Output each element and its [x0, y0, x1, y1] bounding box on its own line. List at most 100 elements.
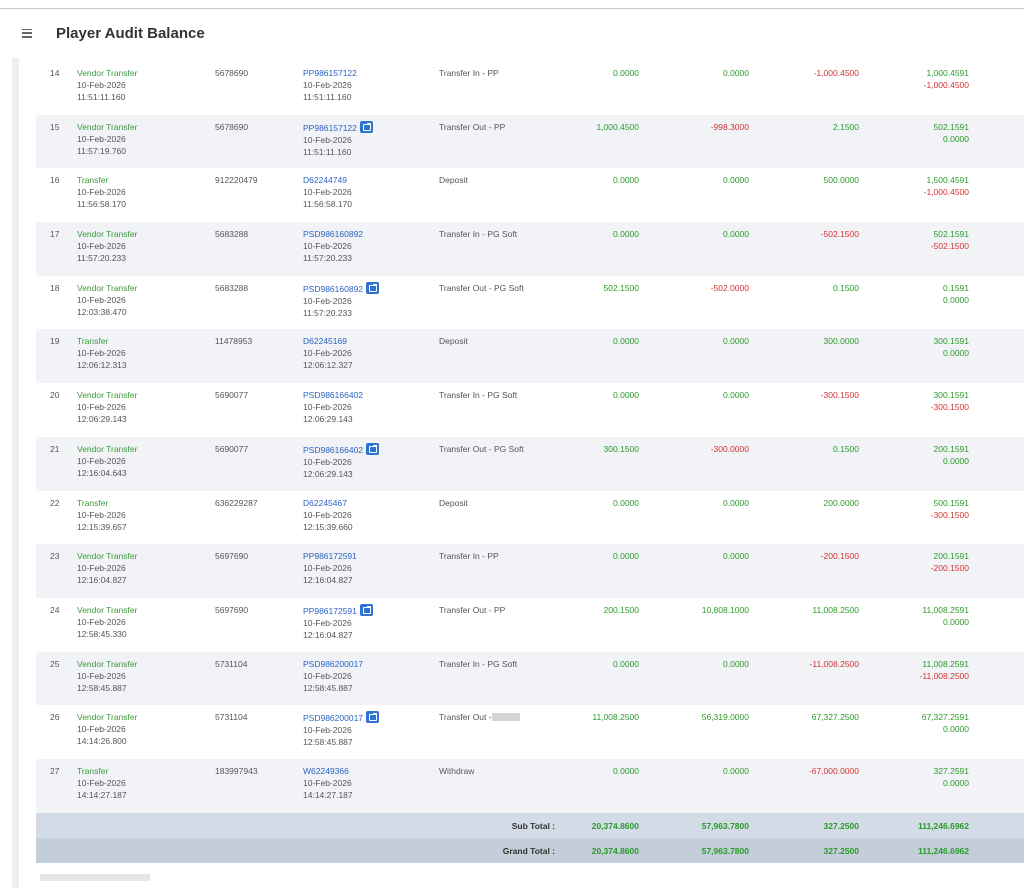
amount-col-1: 0.0000 — [561, 222, 639, 276]
obscured-vendor-name — [491, 713, 520, 722]
reference-link[interactable]: W62249366 — [303, 765, 349, 776]
transaction-cell: Vendor Transfer 10-Feb-2026 12:16:04.827 — [77, 544, 215, 598]
transaction-cell: Transfer 10-Feb-2026 11:56:58.170 — [77, 168, 215, 222]
spacer-cell — [969, 329, 1024, 384]
transaction-type: Vendor Transfer — [77, 229, 138, 240]
external-link-icon[interactable] — [359, 120, 373, 133]
total-col-3: 327.2500 — [749, 837, 859, 863]
reference-date: 10-Feb-2026 — [303, 617, 352, 628]
transaction-date: 10-Feb-2026 — [77, 294, 126, 305]
account-id: 5678690 — [215, 114, 303, 169]
left-scroll-track[interactable] — [12, 58, 19, 888]
amount-col-3: -67,000.0000 — [749, 758, 859, 813]
balance-primary: 0.1591 — [943, 282, 969, 293]
spacer-cell — [969, 222, 1024, 276]
reference-link[interactable]: PSD986160892 — [303, 283, 364, 294]
amount-col-3: -300.1500 — [820, 390, 859, 401]
account-id: 5697690 — [215, 544, 303, 598]
reference-link[interactable]: PSD986166402 — [303, 390, 364, 401]
external-link-icon[interactable] — [366, 281, 380, 294]
reference-time: 11:57:20.233 — [303, 253, 352, 264]
reference-link[interactable]: PSD986166402 — [303, 444, 364, 455]
balance-secondary: 0.0000 — [943, 455, 969, 466]
reference-time: 12:15:39.660 — [303, 521, 353, 532]
transaction-type: Vendor Transfer — [77, 551, 138, 562]
amount-col-3: -200.1500 — [749, 544, 859, 598]
reference-cell: PP986172591 10-Feb-2026 12:16:04.827 — [303, 544, 439, 598]
reference-cell: PSD986160892 10-Feb-2026 11:57:20.233 — [303, 276, 439, 330]
account-id: 11478953 — [215, 329, 303, 384]
reference-link[interactable]: PP986172591 — [303, 551, 357, 562]
balance-cell: 502.1591 -502.1500 — [859, 222, 969, 276]
balance-cell: 300.1591 -300.1500 — [859, 383, 969, 437]
transaction-type: Vendor Transfer — [77, 121, 138, 132]
total-label: Grand Total : — [36, 837, 561, 863]
external-link-icon[interactable] — [359, 603, 373, 616]
transaction-type: Vendor Transfer — [77, 390, 138, 401]
sub-total-row: Sub Total :20,374.8600 57,963.7800 327.250… — [36, 812, 1024, 838]
transaction-date: 10-Feb-2026 — [77, 563, 126, 574]
reference-link[interactable]: PSD986200017 — [303, 713, 364, 724]
reference-link[interactable]: D62245467 — [303, 497, 347, 508]
transaction-time: 14:14:26.800 — [77, 736, 127, 747]
balance-cell: 300.1591 0.0000 — [859, 329, 969, 384]
total-col-3: 327.2500 — [749, 812, 859, 838]
reference-date: 10-Feb-2026 — [303, 348, 352, 359]
table-row: 14 Vendor Transfer 10-Feb-2026 11:51:11.160… — [36, 61, 1024, 115]
row-number: 20 — [50, 390, 60, 401]
balance-cell: 200.1591 -200.1500 — [859, 544, 969, 598]
page-title: Player Audit Balance — [56, 24, 205, 42]
transaction-cell: Vendor Transfer 10-Feb-2026 11:57:20.233 — [77, 222, 215, 276]
hamburger-menu-icon[interactable] — [22, 28, 32, 38]
reference-link[interactable]: D62244749 — [303, 175, 347, 186]
top-divider — [0, 8, 1024, 9]
amount-col-2: 0.0000 — [723, 68, 749, 78]
description: Transfer Out - — [439, 705, 561, 759]
reference-cell: PSD986166402 10-Feb-2026 12:06:29.143 — [303, 383, 439, 437]
description: Transfer In - PG Soft — [439, 222, 561, 276]
transaction-date: 10-Feb-2026 — [77, 616, 126, 627]
table-row: 19 Transfer 10-Feb-2026 12:06:12.313 1147895… — [36, 329, 1024, 384]
reference-link[interactable]: PSD986160892 — [303, 229, 364, 240]
account-id: 636229287 — [215, 497, 258, 508]
amount-col-2: 0.0000 — [639, 758, 749, 813]
transaction-cell: Vendor Transfer 10-Feb-2026 11:57:19.760 — [77, 114, 215, 169]
balance-primary: 327.2591 — [933, 765, 969, 776]
transaction-date: 10-Feb-2026 — [77, 777, 126, 788]
transaction-cell: Vendor Transfer 10-Feb-2026 12:03:38.470 — [77, 276, 215, 330]
amount-col-1: 11,008.2500 — [592, 712, 639, 723]
reference-link[interactable]: D62245169 — [303, 336, 347, 347]
reference-link[interactable]: PP986172591 — [303, 605, 357, 616]
reference-link[interactable]: PSD986200017 — [303, 658, 364, 669]
description-text: Transfer Out - PP — [439, 604, 506, 615]
reference-date: 10-Feb-2026 — [303, 509, 352, 520]
balance-secondary: 0.0000 — [943, 348, 969, 359]
description-text: Transfer Out - PG Soft — [439, 282, 524, 293]
reference-link[interactable]: PP986157122 — [303, 122, 357, 133]
reference-cell: D62245467 10-Feb-2026 12:15:39.660 — [303, 491, 439, 545]
amount-col-3: -1,000.4500 — [813, 68, 859, 78]
external-link-icon[interactable] — [366, 711, 380, 724]
table-row: 20 Vendor Transfer 10-Feb-2026 12:06:29.143… — [36, 383, 1024, 437]
description: Deposit — [439, 329, 561, 384]
reference-date: 10-Feb-2026 — [303, 670, 352, 681]
amount-col-2: 0.0000 — [723, 175, 749, 186]
description: Transfer Out - PG Soft — [439, 436, 561, 491]
amount-col-1: 0.0000 — [561, 758, 639, 813]
reference-date: 10-Feb-2026 — [303, 134, 352, 145]
description-text: Transfer In - PG Soft — [439, 229, 518, 240]
spacer-cell — [969, 812, 1024, 838]
amount-col-3: 0.1500 — [749, 436, 859, 491]
transaction-type: Vendor Transfer — [77, 443, 138, 454]
reference-link[interactable]: PP986157122 — [303, 68, 357, 78]
balance-primary: 502.1591 — [933, 121, 969, 132]
account-id: 5678690 — [215, 68, 249, 78]
description-text: Transfer In - PP — [439, 68, 499, 78]
amount-col-1: 502.1500 — [603, 282, 639, 293]
account-id: 5683288 — [215, 222, 303, 276]
reference-date: 10-Feb-2026 — [303, 187, 352, 198]
amount-col-3: -502.1500 — [749, 222, 859, 276]
account-id: 5731104 — [215, 651, 303, 706]
external-link-icon[interactable] — [366, 442, 380, 455]
spacer-cell — [969, 436, 1024, 491]
